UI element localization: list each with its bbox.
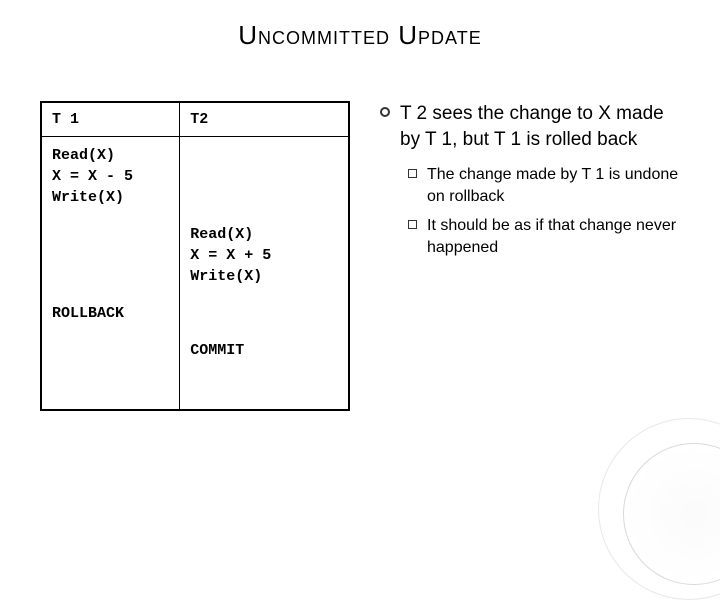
table: T 1 T2 Read(X) X = X - 5 Write(X) Read(X… [42,103,348,409]
corner-decoration [610,430,720,540]
slide-title: Uncommitted Update [30,20,690,51]
cell-t2 [180,137,348,217]
cell-t2 [180,369,348,409]
cell-t1 [42,369,180,409]
table-header-row: T 1 T2 [42,103,348,137]
cell-t2: Read(X) X = X + 5 Write(X) [180,216,348,295]
cell-content: ROLLBACK [52,303,169,324]
square-bullet-icon [408,220,417,229]
header-t1: T 1 [42,103,180,137]
table-row: Read(X) X = X - 5 Write(X) [42,137,348,217]
circle-bullet-icon [380,107,390,117]
sub-bullet-list: The change made by T 1 is undone on roll… [380,164,680,258]
sub-bullet-text: The change made by T 1 is undone on roll… [427,164,680,207]
sub-bullet-item: The change made by T 1 is undone on roll… [408,164,680,207]
sub-bullet-text: It should be as if that change never hap… [427,215,680,258]
main-bullet-item: T 2 sees the change to X made by T 1, bu… [380,101,680,152]
cell-t1: Read(X) X = X - 5 Write(X) [42,137,180,217]
sub-bullet-item: It should be as if that change never hap… [408,215,680,258]
cell-content: Read(X) X = X + 5 Write(X) [190,224,338,287]
cell-t2 [180,295,348,332]
table-row-spacer [42,369,348,409]
content-area: T 1 T2 Read(X) X = X - 5 Write(X) Read(X… [30,101,690,411]
table-row: ROLLBACK [42,295,348,332]
cell-t2: COMMIT [180,332,348,369]
cell-t1 [42,216,180,295]
table-row: Read(X) X = X + 5 Write(X) [42,216,348,295]
cell-t1: ROLLBACK [42,295,180,332]
main-bullet-text: T 2 sees the change to X made by T 1, bu… [400,101,680,152]
explanation-panel: T 2 sees the change to X made by T 1, bu… [380,101,680,411]
cell-content: Read(X) X = X - 5 Write(X) [52,145,169,208]
cell-content: COMMIT [190,340,338,361]
header-t2: T2 [180,103,348,137]
table-row: COMMIT [42,332,348,369]
transaction-table: T 1 T2 Read(X) X = X - 5 Write(X) Read(X… [40,101,350,411]
square-bullet-icon [408,169,417,178]
cell-t1 [42,332,180,369]
slide-container: Uncommitted Update T 1 T2 Read(X) X = X … [0,0,720,540]
